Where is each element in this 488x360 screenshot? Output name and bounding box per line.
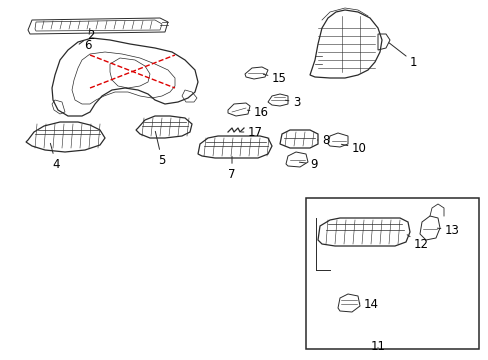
Text: 17: 17	[241, 126, 263, 139]
Text: 13: 13	[436, 224, 459, 237]
Text: 16: 16	[247, 105, 268, 118]
Text: 15: 15	[263, 72, 286, 85]
Text: 2: 2	[79, 28, 95, 44]
Text: 8: 8	[317, 134, 329, 147]
Text: 9: 9	[299, 158, 317, 171]
Text: 10: 10	[341, 141, 366, 154]
Text: 14: 14	[359, 297, 378, 310]
Text: 7: 7	[228, 156, 235, 180]
Text: 3: 3	[285, 95, 300, 108]
Bar	[305, 198, 478, 349]
Text: 11: 11	[370, 339, 385, 352]
Text: 5: 5	[155, 131, 165, 166]
Text: 4: 4	[50, 143, 60, 171]
Text: 6: 6	[84, 28, 92, 51]
Text: 1: 1	[388, 43, 417, 68]
Text: 12: 12	[407, 235, 428, 251]
